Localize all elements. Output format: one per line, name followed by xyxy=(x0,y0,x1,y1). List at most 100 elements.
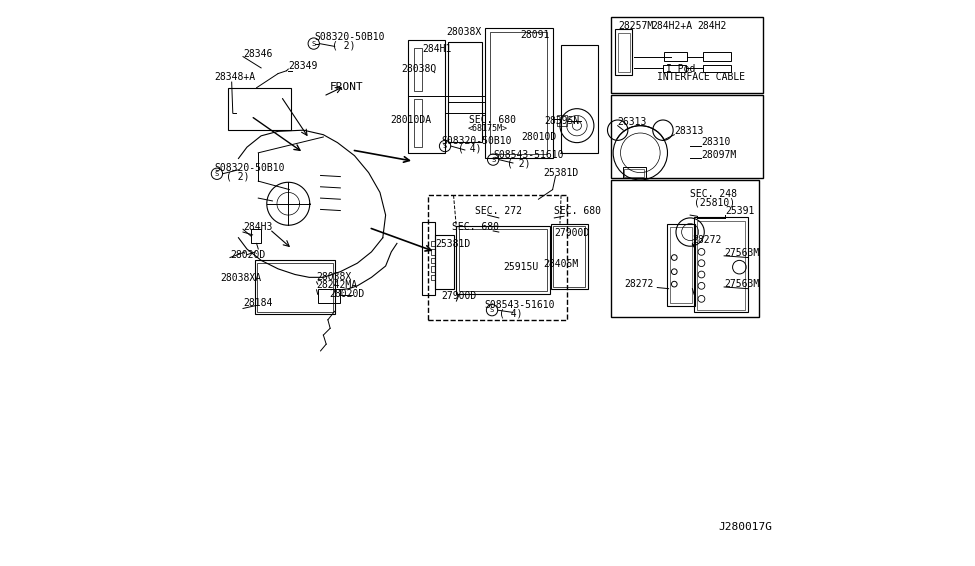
Bar xyxy=(615,29,633,75)
Text: 28038XA: 28038XA xyxy=(220,273,261,283)
Text: 284H2+A: 284H2+A xyxy=(651,21,693,31)
Bar xyxy=(611,95,762,178)
Text: 284H3: 284H3 xyxy=(243,222,272,232)
Text: 27900D: 27900D xyxy=(441,291,477,301)
Text: 28010DA: 28010DA xyxy=(390,114,431,125)
Text: S08320-50B10: S08320-50B10 xyxy=(214,162,286,173)
Bar xyxy=(551,224,588,289)
Text: 28091: 28091 xyxy=(521,29,550,40)
Bar xyxy=(663,65,685,72)
Text: 28349: 28349 xyxy=(289,61,318,71)
Bar xyxy=(456,226,550,294)
Text: 28405M: 28405M xyxy=(543,259,578,269)
Text: S08543-51610: S08543-51610 xyxy=(485,299,555,310)
Text: ( 4): ( 4) xyxy=(458,144,482,154)
Bar xyxy=(490,32,547,154)
Text: 28395N: 28395N xyxy=(544,115,579,126)
Bar xyxy=(431,241,436,246)
Text: <68175M>: <68175M> xyxy=(468,124,508,133)
Bar xyxy=(557,115,566,126)
Bar xyxy=(459,229,547,291)
Text: 25915U: 25915U xyxy=(503,261,538,272)
Bar xyxy=(611,180,760,317)
Text: INTERFACE CABLE: INTERFACE CABLE xyxy=(657,72,746,82)
Bar xyxy=(694,217,748,312)
Text: 284H1: 284H1 xyxy=(422,44,451,54)
Text: S: S xyxy=(214,171,219,177)
Bar xyxy=(431,258,436,263)
Text: ( 2): ( 2) xyxy=(226,171,250,181)
Text: 28020D: 28020D xyxy=(329,289,365,299)
Text: S08320-50B10: S08320-50B10 xyxy=(315,32,385,42)
Text: 28257M: 28257M xyxy=(619,21,654,31)
Bar xyxy=(668,224,694,306)
Bar xyxy=(623,167,646,178)
Text: 28038X: 28038X xyxy=(447,27,482,37)
Text: FRONT: FRONT xyxy=(331,82,364,92)
Bar xyxy=(422,222,435,295)
Bar xyxy=(703,65,731,72)
Text: S: S xyxy=(312,41,316,46)
Bar xyxy=(561,45,598,153)
Text: 28010D: 28010D xyxy=(522,131,557,142)
Text: 28272: 28272 xyxy=(692,234,722,245)
Text: S: S xyxy=(443,143,448,149)
Bar xyxy=(431,249,436,255)
Bar xyxy=(228,88,291,130)
Bar xyxy=(670,227,692,303)
Bar xyxy=(553,226,585,287)
Text: (25810): (25810) xyxy=(694,198,735,208)
Text: ( 4): ( 4) xyxy=(499,308,523,318)
Text: 28346: 28346 xyxy=(243,49,272,59)
Text: 28038Q: 28038Q xyxy=(402,63,437,74)
Bar xyxy=(428,195,566,320)
Bar xyxy=(618,33,630,72)
Text: ( 2): ( 2) xyxy=(332,41,355,51)
Text: SEC. 680: SEC. 680 xyxy=(452,222,499,232)
Text: 27563M: 27563M xyxy=(724,247,760,258)
Bar xyxy=(697,221,745,310)
Text: 28348+A: 28348+A xyxy=(214,72,255,82)
Text: 28020D: 28020D xyxy=(230,250,265,260)
Bar xyxy=(448,42,482,142)
Text: 28313: 28313 xyxy=(675,126,704,136)
Text: 27900D: 27900D xyxy=(555,228,590,238)
Text: S: S xyxy=(491,157,495,162)
Bar xyxy=(611,17,762,93)
Bar xyxy=(257,263,333,312)
Text: S08543-51610: S08543-51610 xyxy=(493,149,564,160)
Bar xyxy=(414,48,422,91)
Text: 28097M: 28097M xyxy=(701,149,737,160)
Text: 28184: 28184 xyxy=(243,298,272,308)
Text: SEC. 272: SEC. 272 xyxy=(475,206,522,216)
Bar xyxy=(409,40,445,153)
Text: 25391: 25391 xyxy=(725,206,755,216)
Text: 28272: 28272 xyxy=(624,278,654,289)
Text: 28038X: 28038X xyxy=(317,272,352,282)
Bar xyxy=(436,235,453,289)
Text: 26313: 26313 xyxy=(618,117,647,127)
Bar xyxy=(431,275,436,280)
Text: SEC. 680: SEC. 680 xyxy=(469,114,517,125)
Bar xyxy=(414,99,422,147)
Text: 25381D: 25381D xyxy=(436,239,471,249)
Bar xyxy=(251,229,261,243)
Bar xyxy=(431,266,436,272)
Text: 25381D: 25381D xyxy=(543,168,578,178)
Text: 28242MA: 28242MA xyxy=(317,280,358,290)
Bar xyxy=(664,52,686,61)
Text: J280017G: J280017G xyxy=(719,522,772,532)
Bar xyxy=(255,260,334,314)
Text: SEC. 248: SEC. 248 xyxy=(690,189,737,199)
Bar xyxy=(485,28,553,158)
Text: S08320-50B10: S08320-50B10 xyxy=(441,136,512,146)
Bar xyxy=(624,169,644,177)
Text: 27563M: 27563M xyxy=(724,278,760,289)
Text: 28310: 28310 xyxy=(701,137,731,147)
Bar xyxy=(703,52,731,61)
Text: ( 2): ( 2) xyxy=(507,158,530,168)
Text: SEC. 680: SEC. 680 xyxy=(555,206,602,216)
Text: I Pod: I Pod xyxy=(666,63,695,74)
Bar xyxy=(318,289,340,303)
Text: 284H2: 284H2 xyxy=(697,21,726,31)
